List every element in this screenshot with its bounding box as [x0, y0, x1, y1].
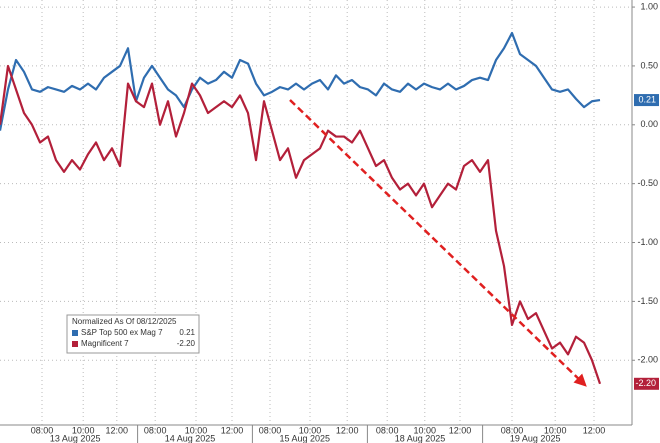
- trend-arrow: [289, 99, 587, 387]
- day-label: 14 Aug 2025: [165, 433, 216, 443]
- x-tick-label: 10:00: [299, 425, 322, 435]
- x-tick-label: 10:00: [414, 425, 437, 435]
- x-tick-label: 08:00: [376, 425, 399, 435]
- end-tag: [634, 377, 659, 390]
- series-line: [0, 64, 602, 385]
- day-label: 13 Aug 2025: [50, 433, 101, 443]
- series-line: [0, 31, 601, 131]
- day-label: 18 Aug 2025: [395, 433, 446, 443]
- end-tag-label: 0.21: [638, 94, 656, 104]
- y-tick-label: -1.00: [637, 237, 658, 247]
- y-tick-label: 0.00: [640, 119, 658, 129]
- end-tag-label: -2.20: [635, 378, 656, 388]
- y-tick-label: -1.50: [637, 296, 658, 306]
- day-label: 15 Aug 2025: [280, 433, 331, 443]
- x-tick-label: 08:00: [501, 425, 524, 435]
- legend-swatch: [72, 341, 78, 347]
- lines: [0, 31, 602, 385]
- grid: [0, 0, 632, 425]
- legend-label: Magnificent 7: [81, 339, 129, 348]
- x-tick-label: 12:00: [583, 425, 606, 435]
- x-tick-label: 12:00: [106, 425, 129, 435]
- x-tick-label: 12:00: [221, 425, 244, 435]
- x-tick-label: 08:00: [259, 425, 282, 435]
- x-tick-label: 08:00: [31, 425, 54, 435]
- legend-value: -2.20: [177, 339, 196, 348]
- x-tick-label: 08:00: [144, 425, 167, 435]
- x-tick-label: 12:00: [336, 425, 359, 435]
- y-tick-label: 0.50: [640, 60, 658, 70]
- y-tick-label: -0.50: [637, 178, 658, 188]
- x-tick-label: 10:00: [185, 425, 208, 435]
- end-tag: [634, 94, 659, 107]
- legend: Normalized As Of 08/12/2025 S&P Top 500 …: [66, 314, 200, 354]
- legend-box: [66, 314, 200, 354]
- x-tick-label: 10:00: [544, 425, 567, 435]
- x-tick-label: 12:00: [449, 425, 472, 435]
- legend-title: Normalized As Of 08/12/2025: [72, 317, 177, 326]
- day-label: 19 Aug 2025: [510, 433, 561, 443]
- y-tick-label: 1.00: [640, 1, 658, 11]
- legend-swatch: [72, 330, 78, 336]
- legend-label: S&P Top 500 ex Mag 7: [81, 328, 163, 337]
- x-tick-label: 10:00: [72, 425, 95, 435]
- legend-value: 0.21: [179, 328, 195, 337]
- y-tick-label: -2.00: [637, 355, 658, 365]
